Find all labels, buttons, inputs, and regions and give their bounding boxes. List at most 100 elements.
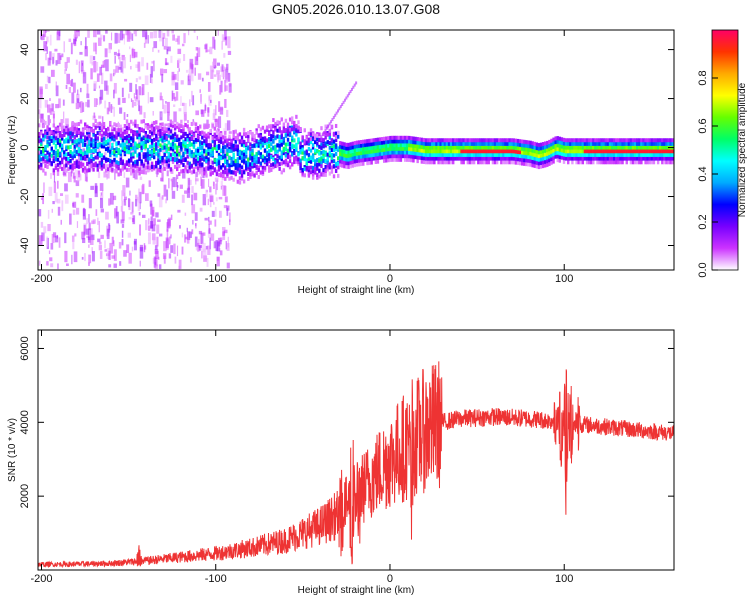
heatmap-cell (278, 139, 281, 144)
heatmap-cell (144, 157, 148, 162)
heatmap-cell (164, 37, 168, 50)
heatmap-cell (406, 146, 409, 151)
heatmap-cell (170, 234, 172, 239)
heatmap-cell (349, 156, 352, 161)
heatmap-cell (623, 152, 626, 157)
heatmap-cell (180, 141, 183, 146)
heatmap-cell (590, 160, 593, 165)
heatmap-cell (177, 58, 181, 63)
heatmap-cell (493, 149, 497, 154)
heatmap-cell (94, 144, 97, 149)
heatmap-cell (99, 183, 104, 191)
heatmap-cell (153, 155, 156, 160)
heatmap-cell (541, 142, 545, 147)
heatmap-cell (293, 126, 296, 131)
heatmap-cell (323, 130, 326, 134)
heatmap-cell (516, 146, 520, 151)
heatmap-cell (40, 113, 44, 120)
heatmap-cell (663, 160, 666, 165)
heatmap-cell (556, 150, 559, 155)
heatmap-cell (355, 162, 359, 167)
heatmap-cell (199, 131, 202, 136)
heatmap-cell (470, 152, 474, 157)
heatmap-cell (58, 30, 61, 37)
heatmap-cell (608, 160, 612, 165)
heatmap-cell (103, 171, 107, 178)
heatmap-cell (265, 150, 269, 155)
heatmap-cell (426, 149, 430, 154)
heatmap-cell (663, 138, 666, 143)
heatmap-cell (268, 137, 271, 142)
heatmap-cell (261, 143, 265, 148)
heatmap-cell (362, 158, 365, 163)
heatmap-cell (207, 157, 210, 162)
heatmap-cell (197, 47, 201, 58)
heatmap-cell (550, 149, 553, 154)
heatmap-cell (167, 127, 171, 132)
heatmap-cell (466, 138, 470, 143)
heatmap-cell (127, 163, 131, 168)
heatmap-cell (135, 84, 137, 95)
heatmap-cell (42, 156, 45, 161)
heatmap-cell (224, 130, 227, 135)
heatmap-cell (437, 149, 440, 154)
heatmap-cell (573, 156, 576, 161)
heatmap-cell (230, 175, 233, 180)
heatmap-cell (456, 149, 459, 154)
heatmap-cell (81, 131, 85, 136)
heatmap-cell (100, 153, 104, 158)
heatmap-cell (188, 168, 191, 173)
heatmap-cell (293, 122, 296, 127)
heatmap-cell (154, 264, 158, 270)
heatmap-cell (274, 144, 277, 149)
heatmap-cell (175, 178, 177, 188)
heatmap-cell (406, 154, 409, 159)
heatmap-cell (95, 61, 99, 72)
heatmap-cell (669, 138, 672, 143)
heatmap-cell (44, 99, 48, 108)
heatmap-cell (533, 141, 536, 146)
heatmap-cell (671, 149, 674, 154)
heatmap-cell (205, 155, 208, 160)
heatmap-cell (418, 155, 421, 160)
heatmap-cell (493, 138, 497, 143)
heatmap-cell (183, 53, 186, 61)
heatmap-cell (498, 138, 501, 143)
heatmap-cell (613, 145, 616, 150)
heatmap-cell (552, 159, 555, 164)
heatmap-cell (215, 134, 219, 139)
heatmap-cell (184, 141, 187, 146)
heatmap-cell (178, 142, 181, 147)
heatmap-cell (399, 143, 403, 148)
heatmap-cell (525, 140, 528, 145)
heatmap-cell (493, 160, 497, 165)
heatmap-cell (316, 137, 319, 142)
heatmap-cell (535, 153, 539, 158)
heatmap-cell (213, 65, 216, 69)
heatmap-cell (223, 185, 227, 196)
heatmap-cell (169, 153, 173, 158)
heatmap-cell (155, 142, 158, 147)
heatmap-cell (216, 256, 220, 262)
heatmap-cell (585, 152, 589, 157)
heatmap-cell (362, 147, 365, 152)
heatmap-cell (96, 98, 98, 105)
heatmap-cell (167, 46, 171, 52)
heatmap-cell (63, 41, 65, 53)
spectrogram-frame (37, 29, 675, 271)
heatmap-cell (598, 156, 601, 161)
heatmap-cell (148, 124, 152, 129)
heatmap-cell (182, 102, 185, 106)
heatmap-cell (475, 152, 478, 157)
heatmap-cell (393, 154, 396, 159)
heatmap-cell (259, 161, 263, 166)
heatmap-cell (472, 138, 476, 143)
heatmap-cell (100, 234, 104, 239)
heatmap-cell (343, 149, 346, 154)
heatmap-cell (209, 46, 213, 55)
heatmap-cell (48, 186, 53, 197)
heatmap-cell (282, 126, 286, 131)
heatmap-cell (94, 163, 97, 168)
heatmap-cell (485, 149, 488, 154)
heatmap-cell (144, 144, 148, 149)
